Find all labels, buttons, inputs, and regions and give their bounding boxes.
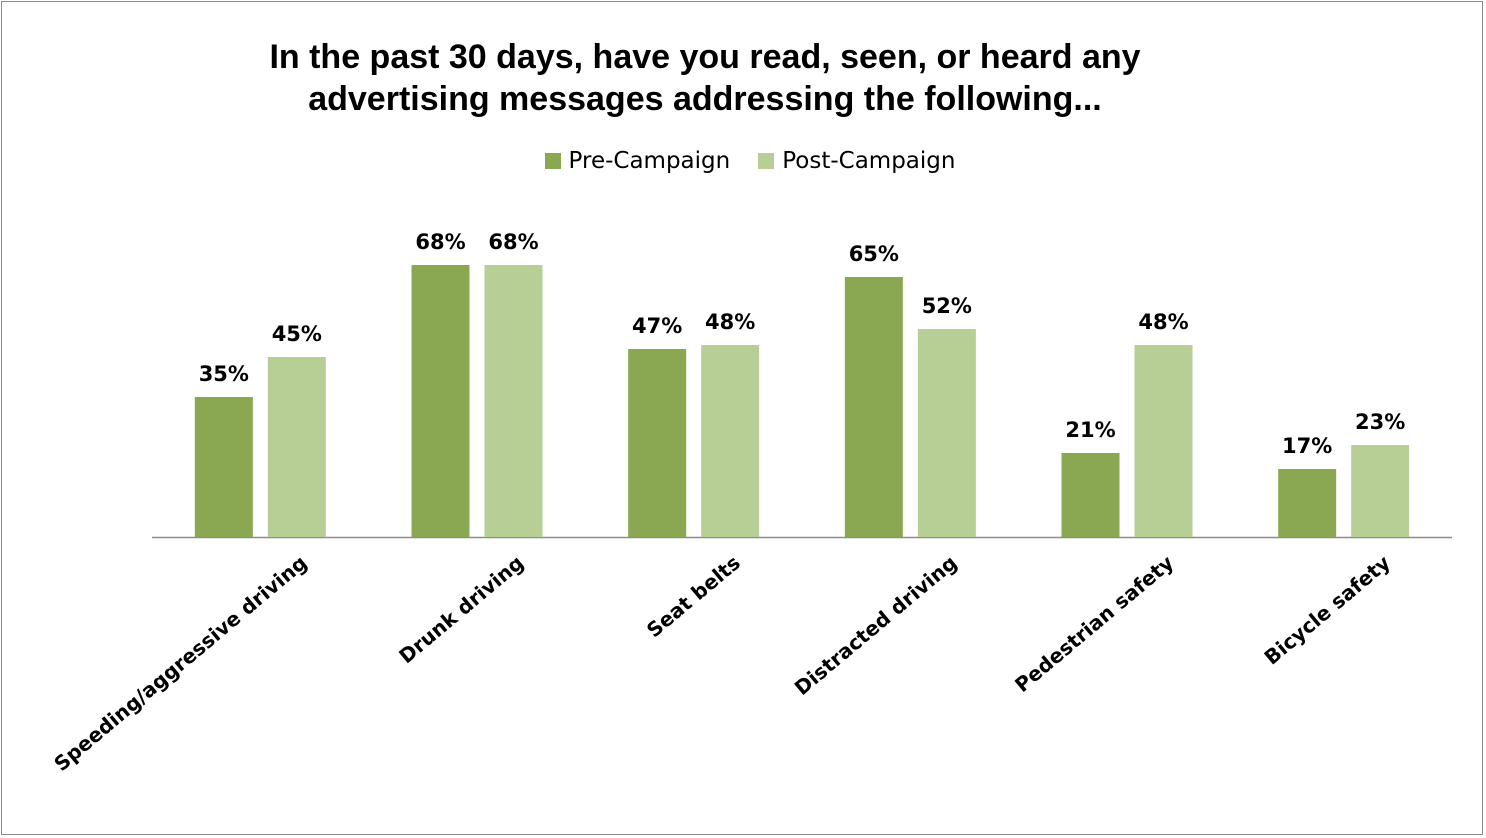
category-label-pedestrian-safety: Pedestrian safety [1010,550,1178,696]
legend-label-pre: Pre-Campaign [568,148,731,174]
value-label-post-campaign-speeding-aggressive-driving: 45% [272,322,322,346]
category-label-distracted-driving: Distracted driving [790,550,962,700]
bar-pre-campaign-distracted-driving [844,277,903,537]
category-label-seat-belts: Seat belts [642,550,745,642]
bar-post-campaign-pedestrian-safety [1134,345,1193,537]
bar-pre-campaign-pedestrian-safety [1061,453,1120,537]
legend-label-post: Post-Campaign [782,148,956,174]
chart-title-line-2: advertising messages addressing the foll… [308,80,1102,118]
chart-legend: Pre-Campaign Post-Campaign [0,148,1486,174]
bar-pre-campaign-bicycle-safety [1278,469,1337,537]
value-label-pre-campaign-seat-belts: 47% [632,314,682,338]
bar-pre-campaign-drunk-driving [411,265,470,537]
bar-post-campaign-distracted-driving [917,329,976,537]
value-label-pre-campaign-distracted-driving: 65% [849,242,899,266]
bar-pre-campaign-seat-belts [628,349,687,537]
value-label-post-campaign-pedestrian-safety: 48% [1138,310,1188,334]
value-label-pre-campaign-speeding-aggressive-driving: 35% [199,362,249,386]
bar-post-campaign-speeding-aggressive-driving [267,357,326,537]
chart-title-line-1: In the past 30 days, have you read, seen… [269,38,1141,76]
value-label-post-campaign-distracted-driving: 52% [922,294,972,318]
bar-pre-campaign-speeding-aggressive-driving [194,397,253,537]
legend-item-pre: Pre-Campaign [544,148,731,174]
legend-item-post: Post-Campaign [758,148,955,174]
value-label-pre-campaign-pedestrian-safety: 21% [1065,418,1115,442]
bar-post-campaign-seat-belts [701,345,760,537]
legend-swatch-post [758,153,775,169]
value-label-post-campaign-drunk-driving: 68% [488,230,538,254]
bar-post-campaign-drunk-driving [484,265,543,537]
category-label-bicycle-safety: Bicycle safety [1260,550,1395,669]
category-label-drunk-driving: Drunk driving [394,550,528,668]
value-label-post-campaign-bicycle-safety: 23% [1355,410,1405,434]
bar-post-campaign-bicycle-safety [1351,445,1410,537]
legend-swatch-pre [544,153,561,169]
category-label-speeding-aggressive-driving: Speeding/aggressive driving [49,550,311,775]
value-label-pre-campaign-drunk-driving: 68% [415,230,465,254]
value-label-pre-campaign-bicycle-safety: 17% [1282,434,1332,458]
chart-title: In the past 30 days, have you read, seen… [0,36,1410,120]
value-label-post-campaign-seat-belts: 48% [705,310,755,334]
